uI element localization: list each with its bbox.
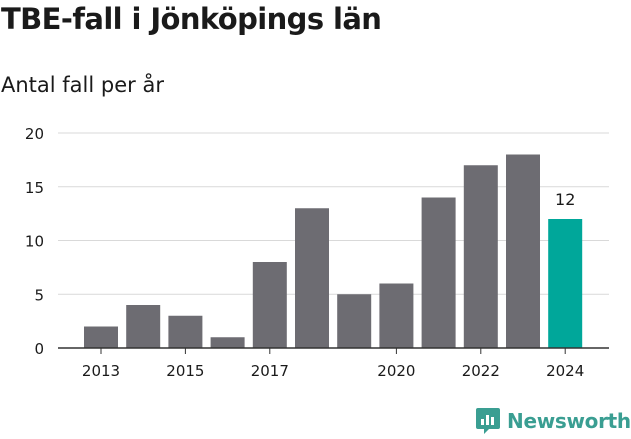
bar — [548, 219, 583, 348]
y-tick-label: 10 — [25, 233, 44, 251]
bar — [463, 165, 498, 348]
bar — [210, 337, 245, 348]
data-label: 12 — [555, 190, 575, 209]
brand-name: Newsworthy — [507, 409, 631, 433]
bar — [379, 283, 414, 348]
bar — [421, 197, 456, 348]
bar — [84, 326, 118, 348]
newsworthy-logo-icon — [476, 408, 500, 434]
bar — [252, 262, 287, 348]
y-tick-label: 20 — [25, 125, 44, 143]
x-tick-label: 2015 — [166, 362, 204, 380]
bar — [337, 294, 372, 348]
x-tick-label: 2020 — [377, 362, 415, 380]
x-tick-label: 2017 — [251, 362, 289, 380]
y-tick-label: 5 — [34, 286, 44, 304]
y-tick-label: 15 — [25, 179, 44, 197]
y-tick-label: 0 — [34, 340, 44, 358]
bar — [168, 315, 203, 348]
x-tick-label: 2013 — [82, 362, 120, 380]
bar — [506, 154, 540, 348]
brand-logo: Newsworthy — [475, 407, 631, 435]
bar — [126, 305, 161, 348]
chart-title: TBE-fall i Jönköpings län — [1, 2, 382, 36]
chart-subtitle: Antal fall per år — [1, 73, 164, 97]
x-tick-label: 2024 — [546, 362, 584, 380]
bar — [295, 208, 329, 348]
x-tick-label: 2022 — [462, 362, 500, 380]
